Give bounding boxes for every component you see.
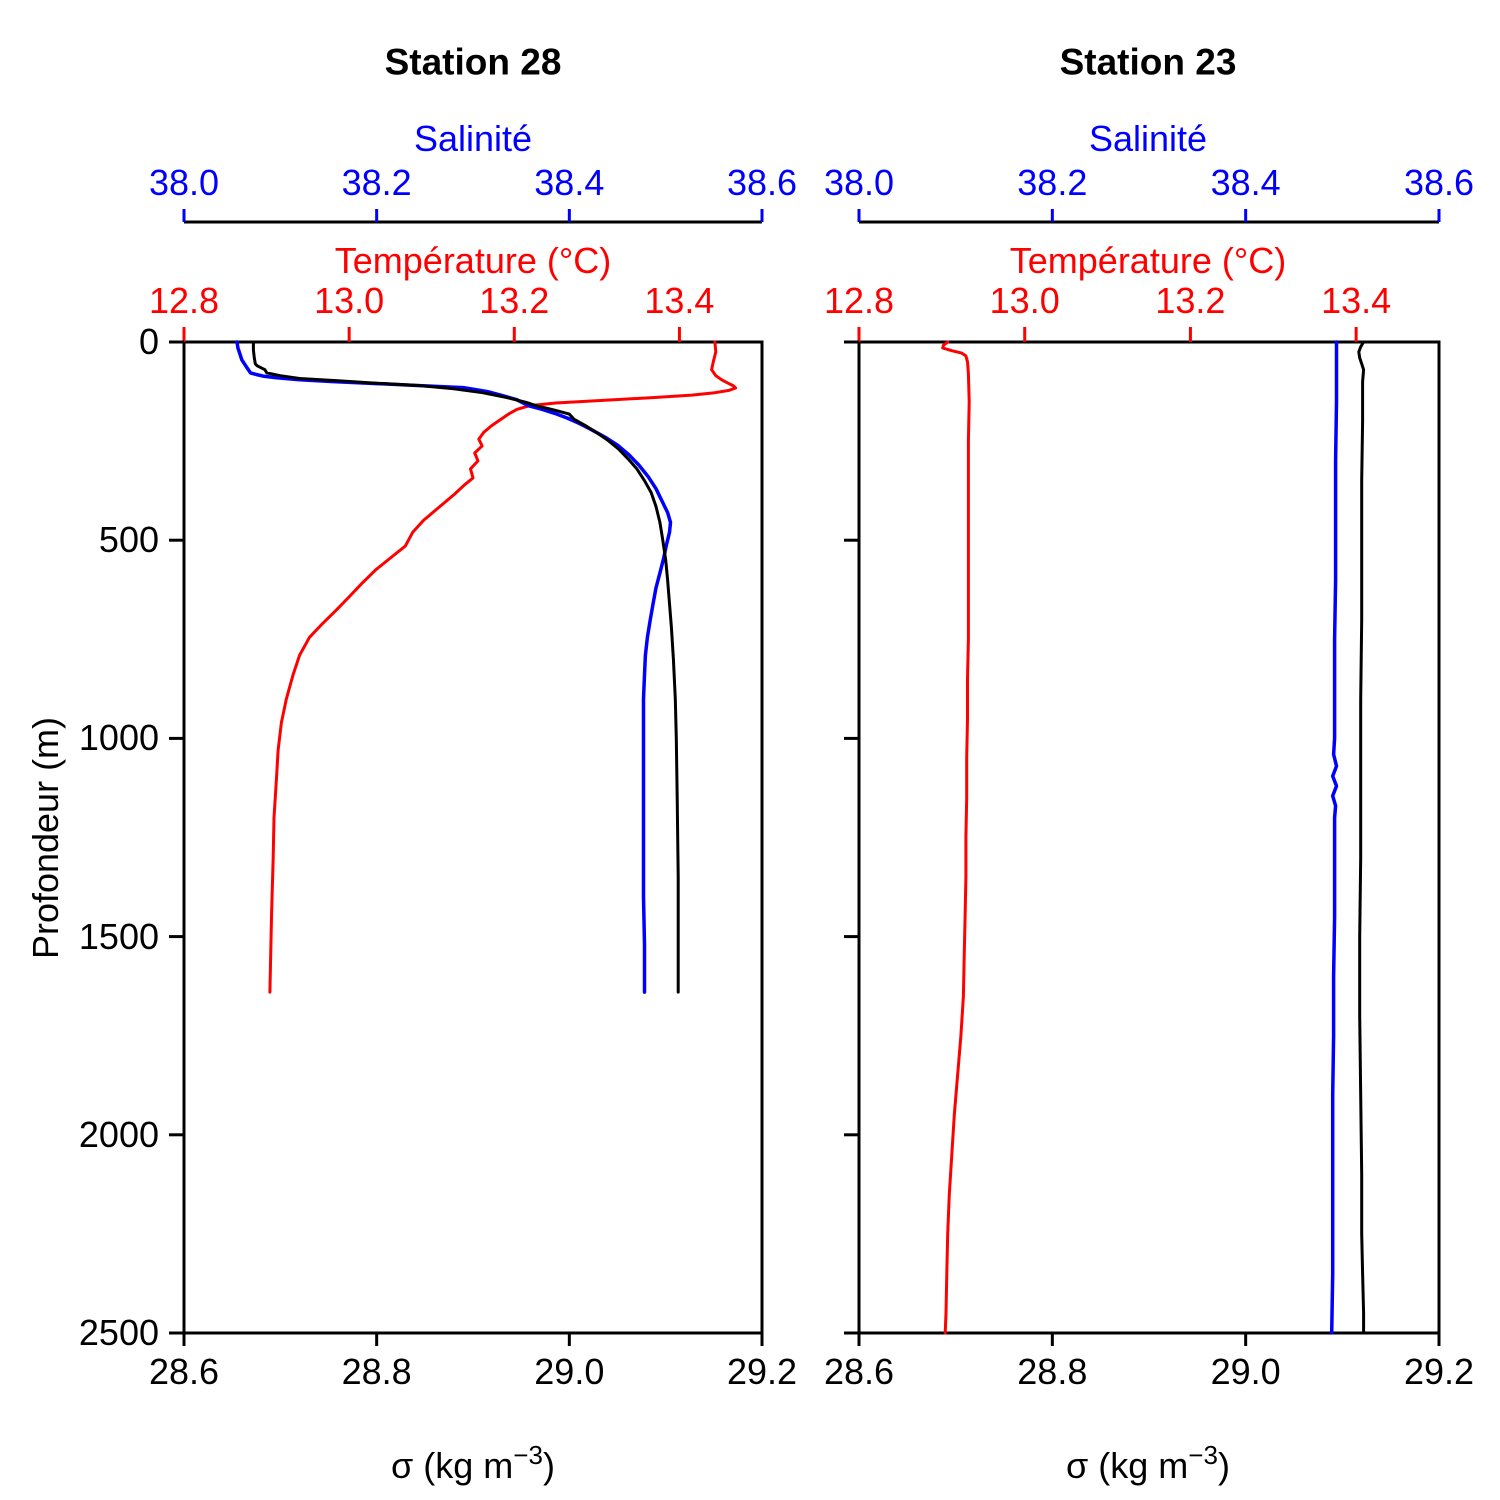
depth-tick-label: 1500 [78, 915, 159, 957]
depth-axis-label: Profondeur (m) [25, 716, 66, 960]
salinity-tick-label: 38.2 [1017, 162, 1088, 203]
temperature-tick-label: 13.2 [1155, 280, 1226, 321]
depth-tick-label: 500 [98, 519, 159, 561]
sigma-label-close: ) [542, 1445, 555, 1486]
sigma-tick-label: 29.2 [1403, 1351, 1475, 1392]
salinity-tick-label: 38.0 [823, 162, 895, 203]
sigma-tick-label: 28.8 [341, 1351, 412, 1392]
depth-tick-label: 2000 [78, 1113, 159, 1155]
sigma-label-close: ) [1217, 1445, 1230, 1486]
salinity-tick-label: 38.6 [726, 162, 798, 203]
depth-tick-label: 1000 [78, 717, 159, 759]
temperature-axis-label-right: Température (°C) [1009, 240, 1287, 281]
sigma-tick-label: 28.6 [823, 1351, 895, 1392]
temperature-tick-label: 13.2 [479, 280, 550, 321]
depth-tick-label: 2500 [78, 1312, 159, 1353]
sigma-label-main: σ (kg m [1066, 1445, 1189, 1486]
sigma-label-exponent: −3 [513, 1440, 543, 1470]
sigma-axis-label-left: σ (kg m−3) [391, 1442, 555, 1486]
salinity-tick-label: 38.4 [1210, 162, 1281, 203]
sigma-tick-label: 29.0 [534, 1351, 605, 1392]
salinity-axis-label-left: Salinité [413, 118, 533, 159]
station-23-panel [844, 209, 1441, 1346]
temperature-tick-label: 12.8 [148, 280, 220, 321]
temperature-tick-label: 13.0 [314, 280, 385, 321]
station-28-plot-box [182, 340, 764, 1335]
depth-tick-label: 0 [138, 321, 159, 362]
temperature-tick-label: 13.0 [989, 280, 1060, 321]
salinity-tick-label: 38.4 [534, 162, 605, 203]
temperature-tick-label: 13.4 [1321, 280, 1392, 321]
salinity-tick-label: 38.0 [148, 162, 220, 203]
salinity-tick-label: 38.6 [1403, 162, 1475, 203]
sigma-tick-label: 29.2 [726, 1351, 798, 1392]
station-28-panel [169, 209, 764, 1346]
station-23-temperature-curve [941, 340, 971, 1335]
salinity-tick-label: 38.2 [341, 162, 412, 203]
sigma-tick-label: 28.8 [1017, 1351, 1088, 1392]
panel-title-station-28: Station 28 [384, 41, 562, 83]
panel-title-station-23: Station 23 [1059, 41, 1237, 83]
station-28-temperature-curve [268, 340, 738, 994]
station-23-sigma-curve [1357, 340, 1366, 1335]
sigma-tick-label: 29.0 [1210, 1351, 1281, 1392]
temperature-tick-label: 13.4 [644, 280, 715, 321]
temperature-tick-label: 12.8 [823, 280, 895, 321]
sigma-tick-label: 28.6 [148, 1351, 220, 1392]
temperature-axis-label-left: Température (°C) [334, 240, 612, 281]
station-23-plot-box [857, 340, 1441, 1335]
sigma-axis-label-right: σ (kg m−3) [1066, 1442, 1230, 1486]
sigma-label-exponent: −3 [1188, 1440, 1218, 1470]
salinity-axis-label-right: Salinité [1088, 118, 1208, 159]
station-28-salinity-curve [235, 340, 673, 994]
sigma-label-main: σ (kg m [391, 1445, 514, 1486]
station-23-salinity-curve [1329, 340, 1339, 1335]
station-28-sigma-curve [251, 340, 680, 994]
